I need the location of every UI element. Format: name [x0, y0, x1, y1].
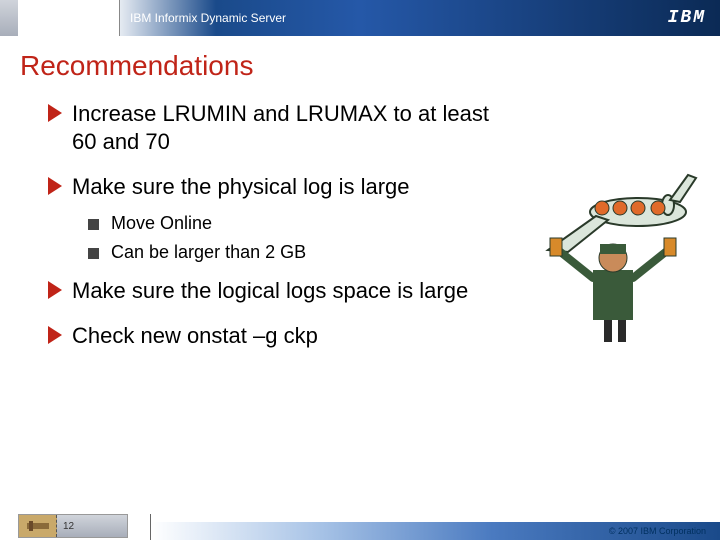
header-product-name: IBM Informix Dynamic Server: [120, 11, 286, 25]
page-title: Recommendations: [0, 36, 720, 88]
sub-bullet-text: Move Online: [111, 213, 212, 234]
triangle-bullet-icon: [48, 104, 62, 122]
bullet-item: Increase LRUMIN and LRUMAX to at least 6…: [48, 100, 690, 155]
bullet-text: Increase LRUMIN and LRUMAX to at least 6…: [72, 100, 502, 155]
footer-slide-label: 12: [18, 514, 128, 538]
airplane-signal-illustration: [508, 160, 708, 350]
square-bullet-icon: [88, 248, 99, 259]
copyright-text: © 2007 IBM Corporation: [609, 526, 706, 536]
footer: 12 © 2007 IBM Corporation: [0, 512, 720, 540]
triangle-bullet-icon: [48, 177, 62, 195]
ibm-logo: IBM: [668, 8, 706, 28]
footer-tab-icon: [19, 515, 57, 537]
bullet-text: Make sure the logical logs space is larg…: [72, 277, 468, 305]
header-left-accent: [0, 0, 18, 36]
sub-bullet-text: Can be larger than 2 GB: [111, 242, 306, 263]
triangle-bullet-icon: [48, 326, 62, 344]
header-logo-box: [18, 0, 120, 36]
square-bullet-icon: [88, 219, 99, 230]
triangle-bullet-icon: [48, 281, 62, 299]
slide-number: 12: [57, 521, 74, 532]
bullet-text: Check new onstat –g ckp: [72, 322, 318, 350]
header-bar: IBM Informix Dynamic Server IBM: [0, 0, 720, 36]
bullet-text: Make sure the physical log is large: [72, 173, 410, 201]
